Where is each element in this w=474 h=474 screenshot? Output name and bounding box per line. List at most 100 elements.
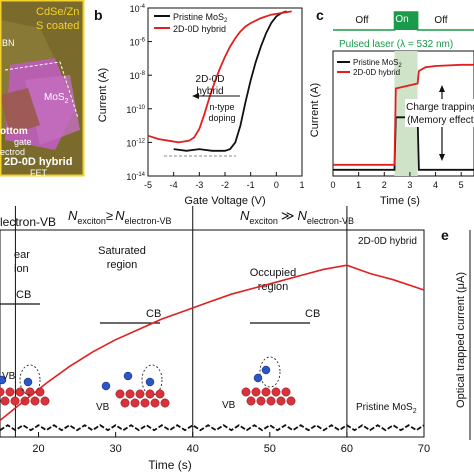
panel-d-cb-label-1: CB xyxy=(16,289,31,301)
panel-d-x-tick-label: 40 xyxy=(187,443,199,455)
panel-b-x-tick-label: 0 xyxy=(274,180,279,190)
panel-b-y-tick-label: 10-8 xyxy=(130,71,146,81)
panel-d-series-hybrid xyxy=(0,264,425,422)
panel-b-x-tick-label: -5 xyxy=(144,180,152,190)
panel-d-x-tick-label: 30 xyxy=(110,443,122,455)
lattice-electron xyxy=(145,377,155,387)
panel-d-linear-2: ion xyxy=(14,263,29,275)
panel-c-annot-2: (Memory effect) xyxy=(407,115,474,126)
panel-b: b Current (A) 10-410-610-810-1010-1210-1… xyxy=(94,4,305,207)
lattice-atom xyxy=(261,387,271,397)
panel-d-xlabel: Time (s) xyxy=(148,458,192,472)
panel-b-x-tick-label: 1 xyxy=(299,180,304,190)
panel-d-saturated-1: Saturated xyxy=(98,245,146,257)
lattice-atom xyxy=(241,387,251,397)
panel-c-legend-pristine: Pristine MoS2 xyxy=(353,58,402,69)
lattice-electron xyxy=(253,373,263,383)
lattice-atom xyxy=(266,396,276,406)
panel-b-series-hybrid xyxy=(147,10,292,144)
panel-d-occupied-1: Occupied xyxy=(250,267,296,279)
lattice-atom xyxy=(15,387,25,397)
panel-b-x-ticks: -5 -4 -3 -2 -1 0 1 xyxy=(144,172,305,190)
panel-a: CdSe/Zn S coated BN MoS2 ottom gate ectr… xyxy=(0,0,85,178)
panel-b-series-pristine xyxy=(173,10,287,152)
panel-b-xlabel: Gate Voltage (V) xyxy=(184,195,265,207)
fet-label: FET xyxy=(30,168,48,178)
panel-b-legend-pristine: Pristine MoS2 xyxy=(173,12,228,24)
panel-c-x-tick-label: 4 xyxy=(433,180,438,190)
lattice-atom xyxy=(160,398,170,408)
lattice-atom xyxy=(145,389,155,399)
hybrid-photo-label: 2D-0D hybrid xyxy=(4,156,72,168)
panel-c-x-ticks: 0 1 2 3 4 5 xyxy=(330,172,464,190)
panel-c-annot-1: Charge trapping xyxy=(406,102,474,113)
lattice-electron xyxy=(23,377,33,387)
panel-b-doping-arrowhead xyxy=(192,93,199,99)
exciton-outline xyxy=(19,364,41,396)
photo-border xyxy=(0,0,85,177)
panel-c-on-box xyxy=(394,12,418,30)
panel-d-x-tick-label: 60 xyxy=(341,443,353,455)
lattice-electron xyxy=(101,381,111,391)
panel-d-occupied-2: region xyxy=(258,281,289,293)
panel-d-hybrid-label: 2D-0D hybrid xyxy=(358,236,417,247)
panel-b-y-tick-label: 10-6 xyxy=(130,38,146,48)
lattice-atom xyxy=(286,396,296,406)
lattice-atom xyxy=(246,396,256,406)
lattice-atom xyxy=(125,389,135,399)
panel-c-laser-label: Pulsed laser (λ = 532 nm) xyxy=(339,39,453,50)
panel-c-laser-pulse xyxy=(333,11,474,31)
panel-b-legend-hybrid: 2D-0D hybrid xyxy=(173,24,226,34)
lattice-atom xyxy=(155,389,165,399)
lattice-electron xyxy=(261,365,271,375)
lattice-atom xyxy=(10,396,20,406)
mos2-label: MoS2 xyxy=(44,92,69,105)
exciton-outline xyxy=(141,364,163,396)
panel-e-ylabel: Optical trapped current (μA) xyxy=(455,272,467,408)
lattice-electron xyxy=(123,371,133,381)
panel-b-annot-hybrid-2: hybrid xyxy=(196,86,223,97)
panel-b-y-tick-label: 10-10 xyxy=(126,105,145,115)
gate-label: gate xyxy=(14,137,32,147)
lattice-atom xyxy=(130,398,140,408)
panel-d-axes xyxy=(0,229,425,438)
panel-d-vb-label-1: VB xyxy=(2,371,16,382)
panel-d-x-tick-label: 70 xyxy=(418,443,430,455)
lattice-atom xyxy=(40,396,50,406)
panel-b-annot-doping-2: doping xyxy=(208,113,235,123)
lattice-atom xyxy=(135,389,145,399)
lattice-atom xyxy=(256,396,266,406)
lattice-atom xyxy=(0,396,10,406)
lattice-atom xyxy=(115,389,125,399)
panel-d-header-mid: Nexciton≥ Nelectron-VB xyxy=(68,208,171,226)
panel-c-letter: c xyxy=(316,7,324,23)
panel-b-x-tick-label: -4 xyxy=(170,180,178,190)
bn-label: BN xyxy=(2,38,15,48)
bottom-label: ottom xyxy=(0,126,28,137)
panel-c-x-tick-label: 3 xyxy=(407,180,412,190)
panel-c-x-tick-label: 2 xyxy=(382,180,387,190)
coating-label-2: S coated xyxy=(36,20,79,32)
lattice-atom xyxy=(251,387,261,397)
lattice-atom xyxy=(271,387,281,397)
panel-b-y-ticks: 10-4 10-6 10-8 10-10 10-12 10-14 xyxy=(126,4,152,182)
panel-d-lattice-2 xyxy=(101,371,170,408)
lattice-atom xyxy=(25,387,35,397)
panel-c-on: On xyxy=(395,14,408,25)
panel-d-linear-1: ear xyxy=(14,249,30,261)
lattice-atom xyxy=(276,396,286,406)
panel-e-letter: e xyxy=(441,227,449,243)
panel-d-pristine-label: Pristine MoS2 xyxy=(356,402,417,415)
lattice-atom xyxy=(150,398,160,408)
coating-label: CdSe/Zn xyxy=(36,6,79,18)
electrode-label: ectrod xyxy=(0,147,25,157)
lattice-atom xyxy=(5,387,15,397)
exciton-outline xyxy=(259,356,281,388)
panel-c-off-1: Off xyxy=(355,15,368,26)
lattice-atom xyxy=(281,387,291,397)
panel-b-annot-doping-1: n-type xyxy=(209,102,234,112)
panel-c-ylabel: Current (A) xyxy=(309,83,321,137)
panel-d-x-tick-label: 20 xyxy=(32,443,44,455)
panel-c-xlabel: Time (s) xyxy=(380,195,420,207)
